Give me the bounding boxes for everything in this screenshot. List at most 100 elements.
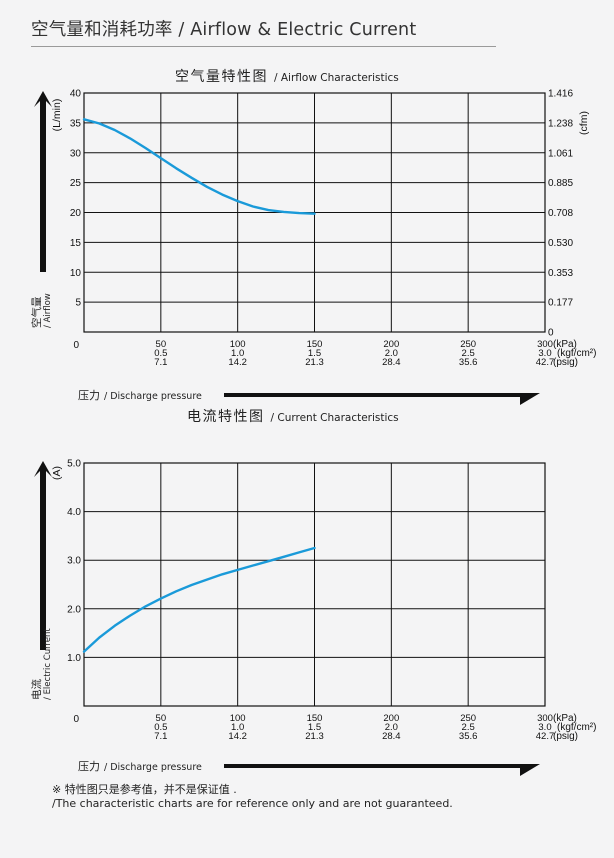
airflow-chart: 空气量特性图 / Airflow Characteristics 5 10 15 20 25… [30, 69, 596, 405]
chart2-xaxis-label-en: / Discharge pressure [104, 762, 202, 773]
chart1-y2tick-label: 0.530 [548, 238, 573, 249]
chart2-xtick-psig: 35.6 [459, 731, 478, 742]
chart1-yaxis-label: 空气量/ Airflow [30, 293, 53, 328]
chart1-y2tick-label: 1.238 [548, 118, 573, 129]
chart2-xunit-kpa: (kPa) [553, 713, 577, 724]
chart2-xaxis-label-cn: 压力 [78, 760, 100, 773]
chart1-xtick-psig: 7.1 [154, 357, 167, 368]
chart1-ytick-label: 40 [70, 89, 82, 100]
chart1-ytick-label: 20 [70, 208, 82, 219]
chart2-xtick-kgf: 1.5 [308, 722, 321, 733]
chart1-xaxis-label-en: / Discharge pressure [104, 391, 202, 402]
page-title: 空气量和消耗功率 / Airflow & Electric Current [31, 20, 417, 40]
chart2-series-line [82, 546, 316, 653]
chart2-xtick-psig: 7.1 [154, 731, 167, 742]
chart2-ytick-label: 3.0 [67, 556, 81, 567]
chart1-title-cn: 空气量特性图 [175, 69, 268, 85]
chart1-xtick-psig: 42.7 [536, 357, 555, 368]
chart1-ytick-label: 25 [70, 178, 82, 189]
chart1-y2tick-label: 0 [548, 328, 554, 339]
chart2-title: 电流特性图 / Current Characteristics [187, 409, 399, 425]
chart1-y2axis-unit: (cfm) [578, 111, 590, 135]
chart1-xtick-kpa: 200 [383, 339, 399, 350]
current-chart: 电流特性图 / Current Characteristics1.02.03.04… [30, 409, 596, 776]
chart2-xtick-psig: 28.4 [382, 731, 401, 742]
chart1-xtick-psig: 35.6 [459, 357, 478, 368]
title-divider [31, 46, 496, 47]
chart2-xunit-kgf: (kgf/cm²) [557, 722, 596, 733]
chart1-yaxis-label-en: / Airflow [43, 293, 53, 328]
chart1-xtick-kgf: 3.0 [538, 348, 551, 359]
chart2-xtick-kpa: 50 [156, 713, 167, 724]
chart1-ytick-label: 10 [70, 268, 82, 279]
chart1-xtick-psig: 21.3 [305, 357, 324, 368]
chart1-xtick-kpa: 150 [307, 339, 323, 350]
chart2-xtick-kgf: 1.0 [231, 722, 244, 733]
chart2-yaxis-arrow [34, 461, 52, 650]
chart1-title-en: / Airflow Characteristics [274, 72, 399, 84]
chart1-xtick-kgf: 1.0 [231, 348, 244, 359]
chart2-xtick-psig: 42.7 [536, 731, 555, 742]
chart2-xunit-psig: (psig) [553, 731, 578, 742]
chart1-origin-label: 0 [73, 340, 79, 351]
chart2-xtick-kpa: 100 [230, 713, 246, 724]
chart2-yaxis-label: 电流/ Electric Current [30, 628, 53, 700]
chart1-xtick-psig: 14.2 [228, 357, 247, 368]
chart1-xaxis-arrow [224, 393, 540, 405]
chart2-ytick-label: 2.0 [67, 604, 81, 615]
chart2-xtick-kpa: 200 [383, 713, 399, 724]
chart1-y2tick-label: 1.416 [548, 89, 573, 100]
chart2-xtick-kpa: 300 [537, 713, 553, 724]
chart2-xaxis-label: 压力 / Discharge pressure [78, 760, 202, 773]
chart2-xaxis-arrow [224, 764, 540, 776]
chart1-ytick-label: 15 [70, 238, 82, 249]
chart2-title-cn: 电流特性图 [187, 409, 265, 425]
chart1-y2tick-label: 0.353 [548, 268, 573, 279]
chart1-series-line [82, 118, 316, 215]
chart1-xunit-psig: (psig) [553, 357, 578, 368]
chart1-xunit-kgf: (kgf/cm²) [557, 348, 596, 359]
chart2-xtick-kpa: 250 [460, 713, 476, 724]
chart2-xtick-kgf: 0.5 [154, 722, 167, 733]
chart1-yaxis-label-cn: 空气量 [30, 296, 43, 328]
note-en: /The characteristic charts are for refer… [52, 797, 453, 810]
chart2-yaxis-unit: (A) [51, 466, 63, 480]
chart1-y2tick-label: 1.061 [548, 148, 573, 159]
chart1-xtick-kpa: 100 [230, 339, 246, 350]
chart2-title-en: / Current Characteristics [271, 412, 399, 424]
chart1-xtick-kgf: 2.5 [462, 348, 475, 359]
chart1-xtick-kpa: 300 [537, 339, 553, 350]
chart2-origin-label: 0 [73, 714, 79, 725]
chart1-ytick-label: 35 [70, 118, 82, 129]
chart2-xtick-kgf: 3.0 [538, 722, 551, 733]
chart2-ytick-label: 4.0 [67, 507, 81, 518]
chart2-ytick-label: 5.0 [67, 459, 81, 470]
chart2-xtick-kgf: 2.5 [462, 722, 475, 733]
chart1-xaxis-label: 压力 / Discharge pressure [78, 389, 202, 402]
chart1-xunit-kpa: (kPa) [553, 339, 577, 350]
chart1-ytick-label: 30 [70, 148, 82, 159]
chart1-xtick-kpa: 50 [156, 339, 167, 350]
note-cn: ※ 特性图只是参考值，并不是保证值 . [52, 783, 237, 796]
chart1-y2tick-label: 0.177 [548, 298, 573, 309]
chart1-yaxis-arrow [34, 91, 52, 272]
chart1-xtick-psig: 28.4 [382, 357, 401, 368]
chart1-xaxis-label-cn: 压力 [78, 389, 100, 402]
chart1-xtick-kgf: 0.5 [154, 348, 167, 359]
chart1-xtick-kgf: 2.0 [385, 348, 398, 359]
chart2-ytick-label: 1.0 [67, 653, 81, 664]
chart2-xtick-psig: 14.2 [228, 731, 247, 742]
chart1-ytick-label: 5 [75, 298, 81, 309]
chart2-xtick-psig: 21.3 [305, 731, 324, 742]
chart2-xtick-kgf: 2.0 [385, 722, 398, 733]
chart1-yaxis-unit: (L/min) [51, 99, 63, 132]
chart2-yaxis-label-en: / Electric Current [43, 628, 53, 700]
chart1-y2tick-label: 0.708 [548, 208, 573, 219]
chart1-xtick-kgf: 1.5 [308, 348, 321, 359]
chart1-y2tick-label: 0.885 [548, 178, 573, 189]
chart1-xtick-kpa: 250 [460, 339, 476, 350]
chart2-xtick-kpa: 150 [307, 713, 323, 724]
chart1-title: 空气量特性图 / Airflow Characteristics [175, 69, 399, 85]
chart2-yaxis-label-cn: 电流 [30, 679, 43, 700]
